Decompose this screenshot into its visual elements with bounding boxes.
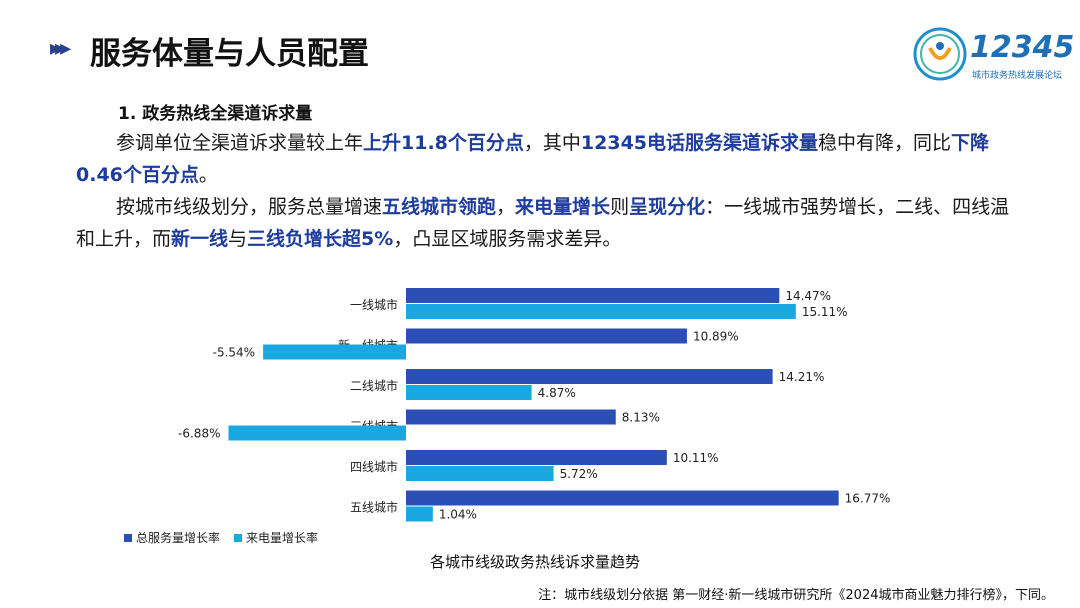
p1-text-4: 稳中有降，同比	[818, 132, 952, 154]
data-label: -6.88%	[178, 427, 220, 441]
logo-text: 12345	[970, 30, 1075, 65]
data-label: 14.47%	[785, 289, 831, 303]
p2-text-4: 则	[610, 196, 630, 218]
bar-chart: 一线城市14.47%15.11%新一线城市10.89%-5.54%二线城市14.…	[178, 288, 891, 522]
p2-highlight-1: 五线城市领跑	[382, 196, 497, 218]
bar-total	[406, 490, 839, 506]
p1-highlight-3: 12345电话服务渠道诉求量	[580, 132, 819, 154]
legend-swatch-total	[124, 533, 132, 542]
bar-calls	[406, 506, 433, 522]
bar-calls	[406, 466, 554, 481]
bar-total	[406, 369, 773, 384]
bar-total	[406, 450, 667, 465]
chart-legend: 总服务量增长率 来电量增长率	[124, 529, 318, 546]
logo: 12345 城市政务热线发展论坛	[912, 26, 1074, 86]
p2-text-6: ：一线城市强势增长，二线、四线温和上升，而	[76, 196, 1010, 250]
data-label: 16.77%	[845, 492, 891, 506]
p2-text-0: 按城市线级划分，服务总量增速	[116, 196, 383, 218]
data-label: -5.54%	[213, 346, 255, 360]
p1-text-0: 参调单位全渠道诉求量较上年	[116, 132, 364, 154]
p1-highlight-1: 上升11.8个百分点	[363, 132, 524, 154]
data-label: 4.87%	[538, 386, 576, 400]
footnote: 注：城市线级划分依据 第一财经·新一线城市研究所《2024城市商业魅力排行榜》，…	[538, 588, 1054, 603]
data-label: 14.21%	[779, 370, 825, 384]
bar-calls	[406, 304, 796, 319]
data-label: 10.89%	[693, 330, 739, 344]
legend-item-total: 总服务量增长率	[124, 529, 220, 546]
p2-highlight-7: 新一线	[171, 228, 229, 250]
paragraph-1: 参调单位全渠道诉求量较上年上升11.8个百分点，其中12345电话服务渠道诉求量…	[76, 127, 1021, 191]
p2-highlight-5: 呈现分化	[629, 196, 706, 218]
bar-calls	[228, 425, 406, 441]
bar-total	[406, 328, 687, 344]
p2-text-10: ，凸显区域服务需求差异。	[393, 228, 622, 250]
category-label: 五线城市	[350, 500, 398, 515]
category-label: 二线城市	[350, 378, 398, 393]
chart-title: 各城市线级政务热线诉求量趋势	[430, 553, 641, 571]
data-label: 1.04%	[439, 508, 477, 522]
p1-text-2: ，其中	[523, 132, 581, 154]
legend-item-calls: 来电量增长率	[234, 529, 318, 546]
data-label: 5.72%	[560, 467, 598, 481]
data-label: 15.11%	[802, 305, 848, 319]
category-label: 一线城市	[350, 297, 398, 312]
bar-total	[406, 288, 780, 303]
paragraph-2: 按城市线级划分，服务总量增速五线城市领跑，来电量增长则呈现分化：一线城市强势增长…	[76, 191, 1021, 255]
p2-text-8: 与	[228, 228, 248, 250]
legend-swatch-calls	[234, 533, 243, 542]
data-label: 8.13%	[622, 411, 660, 425]
p2-text-2: ，	[496, 196, 516, 218]
legend-label-total: 总服务量增长率	[136, 531, 221, 545]
p1-highlight-5: 下降0.46个百分点	[76, 132, 990, 186]
logo-emblem-icon	[913, 27, 967, 81]
legend-label-calls: 来电量增长率	[246, 531, 319, 545]
p2-highlight-3: 来电量增长	[515, 196, 611, 218]
bar-total	[406, 409, 616, 425]
page-title: 服务体量与人员配置	[90, 36, 369, 72]
title-arrows-icon: ▸▸▸	[50, 36, 71, 61]
category-label: 四线城市	[350, 459, 398, 474]
p1-text-6: 。	[198, 164, 218, 186]
section-heading: 1. 政务热线全渠道诉求量	[118, 104, 313, 124]
bar-calls	[263, 344, 406, 360]
bar-calls	[406, 385, 532, 400]
data-label: 10.11%	[673, 451, 719, 465]
logo-subtitle: 城市政务热线发展论坛	[972, 71, 1063, 81]
p2-highlight-9: 三线负增长超5%	[247, 228, 394, 250]
